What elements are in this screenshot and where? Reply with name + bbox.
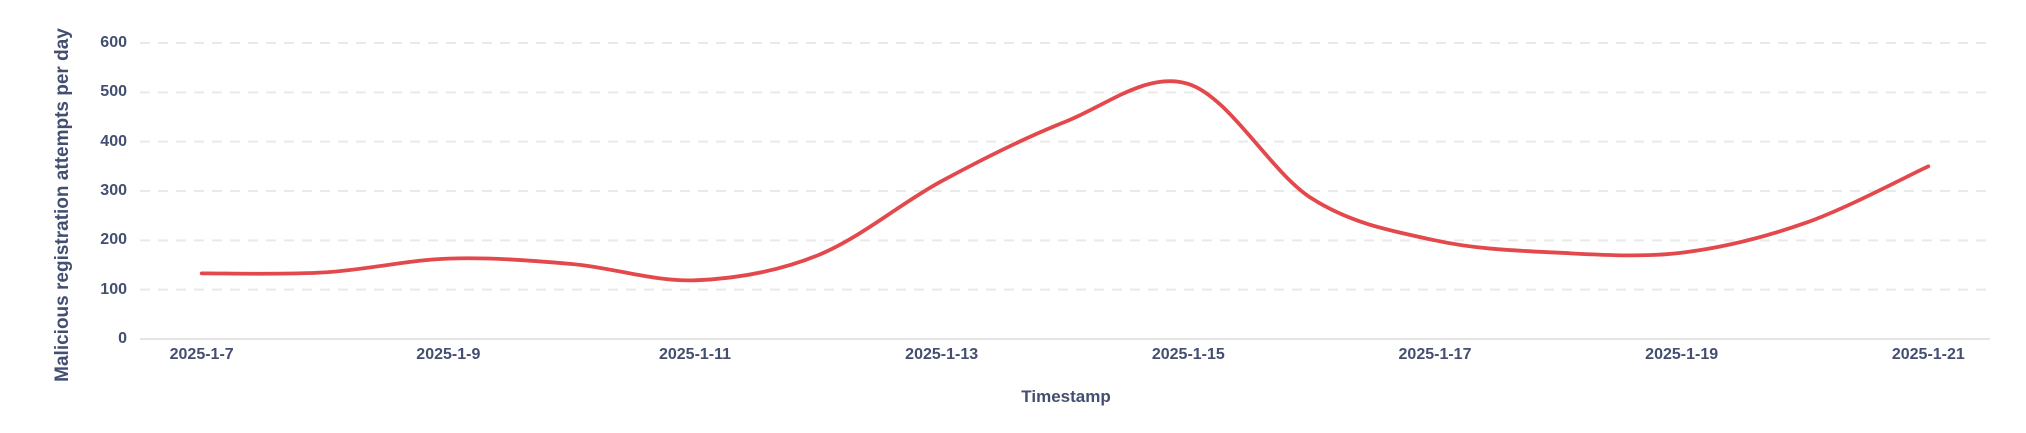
y-tick-label-200: 200 xyxy=(100,231,127,249)
x-tick-label-2025-1-9: 2025-1-9 xyxy=(416,346,481,363)
y-tick-label-500: 500 xyxy=(100,83,127,101)
y-tick-label-0: 0 xyxy=(118,330,127,347)
gridlines xyxy=(140,42,1990,340)
y-axis-title: Malicious registration attempts per day xyxy=(52,28,73,382)
series-line xyxy=(199,79,1931,283)
x-tick-label-2025-1-21: 2025-1-21 xyxy=(1891,346,1965,363)
x-tick-label-2025-1-19: 2025-1-19 xyxy=(1645,346,1719,363)
x-tick-label-2025-1-11: 2025-1-11 xyxy=(658,346,732,363)
y-tick-label-600: 600 xyxy=(100,34,127,51)
y-tick-label-100: 100 xyxy=(100,280,127,298)
x-tick-label-2025-1-13: 2025-1-13 xyxy=(905,346,979,363)
x-tick-label-2025-1-17: 2025-1-17 xyxy=(1398,346,1472,363)
y-tick-label-300: 300 xyxy=(100,182,127,199)
x-axis-title: Timestamp xyxy=(1021,387,1111,406)
x-tick-label-2025-1-7: 2025-1-7 xyxy=(169,346,234,363)
x-tick-label-2025-1-15: 2025-1-15 xyxy=(1151,346,1225,363)
y-tick-label-400: 400 xyxy=(100,132,127,150)
